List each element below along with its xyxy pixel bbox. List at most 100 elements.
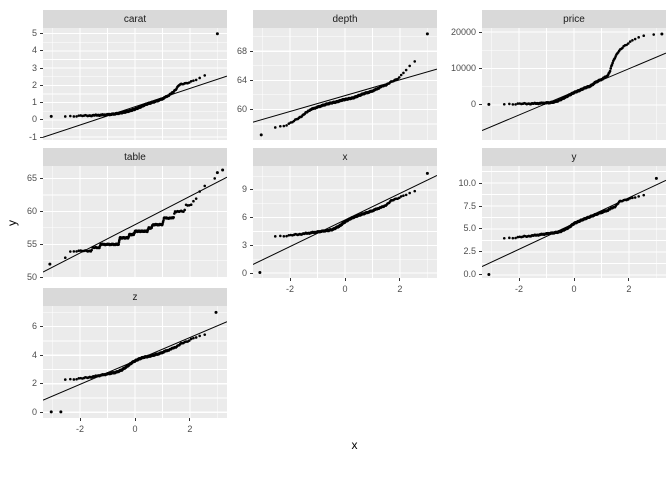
- y-tick-label: 60: [236, 103, 247, 114]
- y-tick-mark: [479, 205, 482, 207]
- qq-outlier-point: [654, 176, 658, 180]
- y-tick-label: 60: [26, 205, 37, 216]
- y-tick-label: 4: [31, 349, 37, 360]
- qq-outlier-point: [48, 262, 52, 266]
- y-tick-mark: [479, 251, 482, 253]
- y-tick-label: 7.5: [463, 200, 476, 211]
- facet-strip-label: table: [124, 151, 146, 163]
- facet-strip-label: depth: [332, 13, 358, 25]
- y-tick-mark: [40, 67, 43, 69]
- y-tick-label: 2.5: [463, 246, 476, 257]
- facet-strip-label: x: [342, 151, 348, 163]
- y-tick-label: 68: [236, 45, 247, 56]
- qq-points: [258, 171, 429, 275]
- facet-strip-label: z: [132, 291, 138, 303]
- facet-panel-price: [482, 28, 666, 140]
- y-tick-label: 55: [26, 238, 37, 249]
- y-tick-label: 5: [31, 28, 37, 39]
- y-tick-label: 9: [241, 184, 247, 195]
- qq-reference-line: [43, 75, 227, 138]
- y-tick-mark: [250, 189, 253, 191]
- x-tick-mark: [344, 278, 346, 281]
- y-tick-label: -1: [28, 131, 37, 142]
- x-axis-title: x: [351, 438, 358, 452]
- qq-outlier-point: [49, 114, 53, 118]
- panel-grid: [43, 28, 227, 140]
- x-tick-mark: [573, 278, 575, 281]
- y-tick-mark: [479, 104, 482, 106]
- y-tick-mark: [250, 244, 253, 246]
- qq-outlier-point: [221, 168, 225, 172]
- y-tick-label: 6: [241, 212, 247, 223]
- qq-outlier-point: [487, 102, 491, 106]
- y-tick-mark: [40, 102, 43, 104]
- y-tick-label: 0.0: [463, 269, 476, 280]
- x-tick-label: -2: [286, 284, 295, 294]
- x-tick-mark: [134, 418, 136, 421]
- qq-outlier-point: [258, 271, 262, 275]
- qq-reference-line: [253, 68, 437, 123]
- y-tick-mark: [40, 243, 43, 245]
- facet-panel-z: [43, 306, 227, 418]
- qq-outlier-point: [214, 310, 218, 314]
- facet-strip-price: price: [482, 10, 666, 28]
- y-tick-mark: [40, 354, 43, 356]
- y-tick-label: 0: [31, 406, 37, 417]
- qq-points: [49, 310, 218, 414]
- x-tick-label: 2: [626, 284, 632, 294]
- x-tick-mark: [399, 278, 401, 281]
- x-tick-label: -2: [76, 424, 85, 434]
- facet-strip-label: carat: [123, 13, 147, 25]
- panel-grid: [482, 28, 666, 140]
- facet-strip-label: y: [571, 151, 577, 163]
- qq-outlier-point: [425, 32, 429, 36]
- x-tick-label: 2: [187, 424, 193, 434]
- y-tick-mark: [40, 276, 43, 278]
- y-tick-mark: [40, 326, 43, 328]
- x-tick-label: 0: [571, 284, 577, 294]
- panel-grid: [482, 166, 666, 278]
- y-tick-mark: [40, 383, 43, 385]
- y-tick-mark: [40, 119, 43, 121]
- facet-strip-y: y: [482, 148, 666, 166]
- y-tick-label: 2: [31, 378, 37, 389]
- facet-strip-depth: depth: [253, 10, 437, 28]
- y-tick-mark: [40, 33, 43, 35]
- qq-points: [259, 32, 429, 137]
- y-tick-mark: [40, 136, 43, 138]
- facet-panel-depth: [253, 28, 437, 140]
- y-tick-mark: [40, 178, 43, 180]
- y-tick-label: 0: [31, 114, 37, 125]
- x-tick-mark: [518, 278, 520, 281]
- qq-outlier-point: [487, 273, 491, 277]
- y-tick-mark: [40, 411, 43, 413]
- x-tick-label: 0: [342, 284, 348, 294]
- y-tick-label: 64: [236, 74, 247, 85]
- qq-outlier-point: [660, 32, 664, 36]
- y-tick-mark: [250, 217, 253, 219]
- y-tick-label: 2: [31, 79, 37, 90]
- panel-grid: [253, 166, 437, 278]
- y-tick-mark: [40, 84, 43, 86]
- facet-strip-z: z: [43, 288, 227, 306]
- qq-points: [49, 32, 219, 118]
- y-tick-label: 10.0: [458, 177, 476, 188]
- y-tick-mark: [479, 67, 482, 69]
- x-tick-label: 2: [397, 284, 403, 294]
- x-tick-label: -2: [515, 284, 524, 294]
- facet-strip-table: table: [43, 148, 227, 166]
- y-tick-mark: [479, 274, 482, 276]
- y-tick-label: 50: [26, 271, 37, 282]
- panel-grid: [43, 166, 227, 278]
- y-tick-label: 5.0: [463, 223, 476, 234]
- y-tick-label: 65: [26, 173, 37, 184]
- y-tick-mark: [250, 50, 253, 52]
- qq-outlier-point: [259, 133, 263, 137]
- facet-strip-x: x: [253, 148, 437, 166]
- qq-outlier-point: [49, 410, 53, 414]
- y-tick-label: 20000: [450, 26, 476, 37]
- facet-strip-label: price: [563, 13, 585, 25]
- y-tick-label: 0: [470, 99, 476, 110]
- x-tick-mark: [189, 418, 191, 421]
